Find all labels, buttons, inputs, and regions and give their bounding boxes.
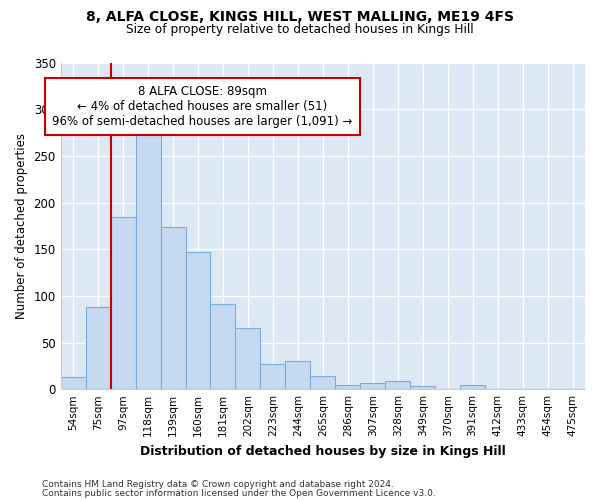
Bar [310, 376, 335, 389]
Bar [185, 252, 211, 389]
Bar [110, 218, 136, 389]
Bar [335, 386, 360, 389]
Bar [211, 304, 235, 389]
Bar [385, 381, 410, 389]
Bar [61, 377, 86, 389]
Bar [260, 364, 286, 389]
Text: Size of property relative to detached houses in Kings Hill: Size of property relative to detached ho… [126, 22, 474, 36]
Text: Contains public sector information licensed under the Open Government Licence v3: Contains public sector information licen… [42, 489, 436, 498]
Bar [360, 382, 385, 389]
Text: 8 ALFA CLOSE: 89sqm
← 4% of detached houses are smaller (51)
96% of semi-detache: 8 ALFA CLOSE: 89sqm ← 4% of detached hou… [52, 86, 352, 128]
Bar [161, 227, 185, 389]
Bar [86, 307, 110, 389]
Bar [410, 386, 435, 389]
Bar [235, 328, 260, 389]
Text: Contains HM Land Registry data © Crown copyright and database right 2024.: Contains HM Land Registry data © Crown c… [42, 480, 394, 489]
Bar [460, 384, 485, 389]
X-axis label: Distribution of detached houses by size in Kings Hill: Distribution of detached houses by size … [140, 444, 506, 458]
Text: 8, ALFA CLOSE, KINGS HILL, WEST MALLING, ME19 4FS: 8, ALFA CLOSE, KINGS HILL, WEST MALLING,… [86, 10, 514, 24]
Y-axis label: Number of detached properties: Number of detached properties [15, 133, 28, 319]
Bar [136, 120, 161, 389]
Bar [286, 361, 310, 389]
